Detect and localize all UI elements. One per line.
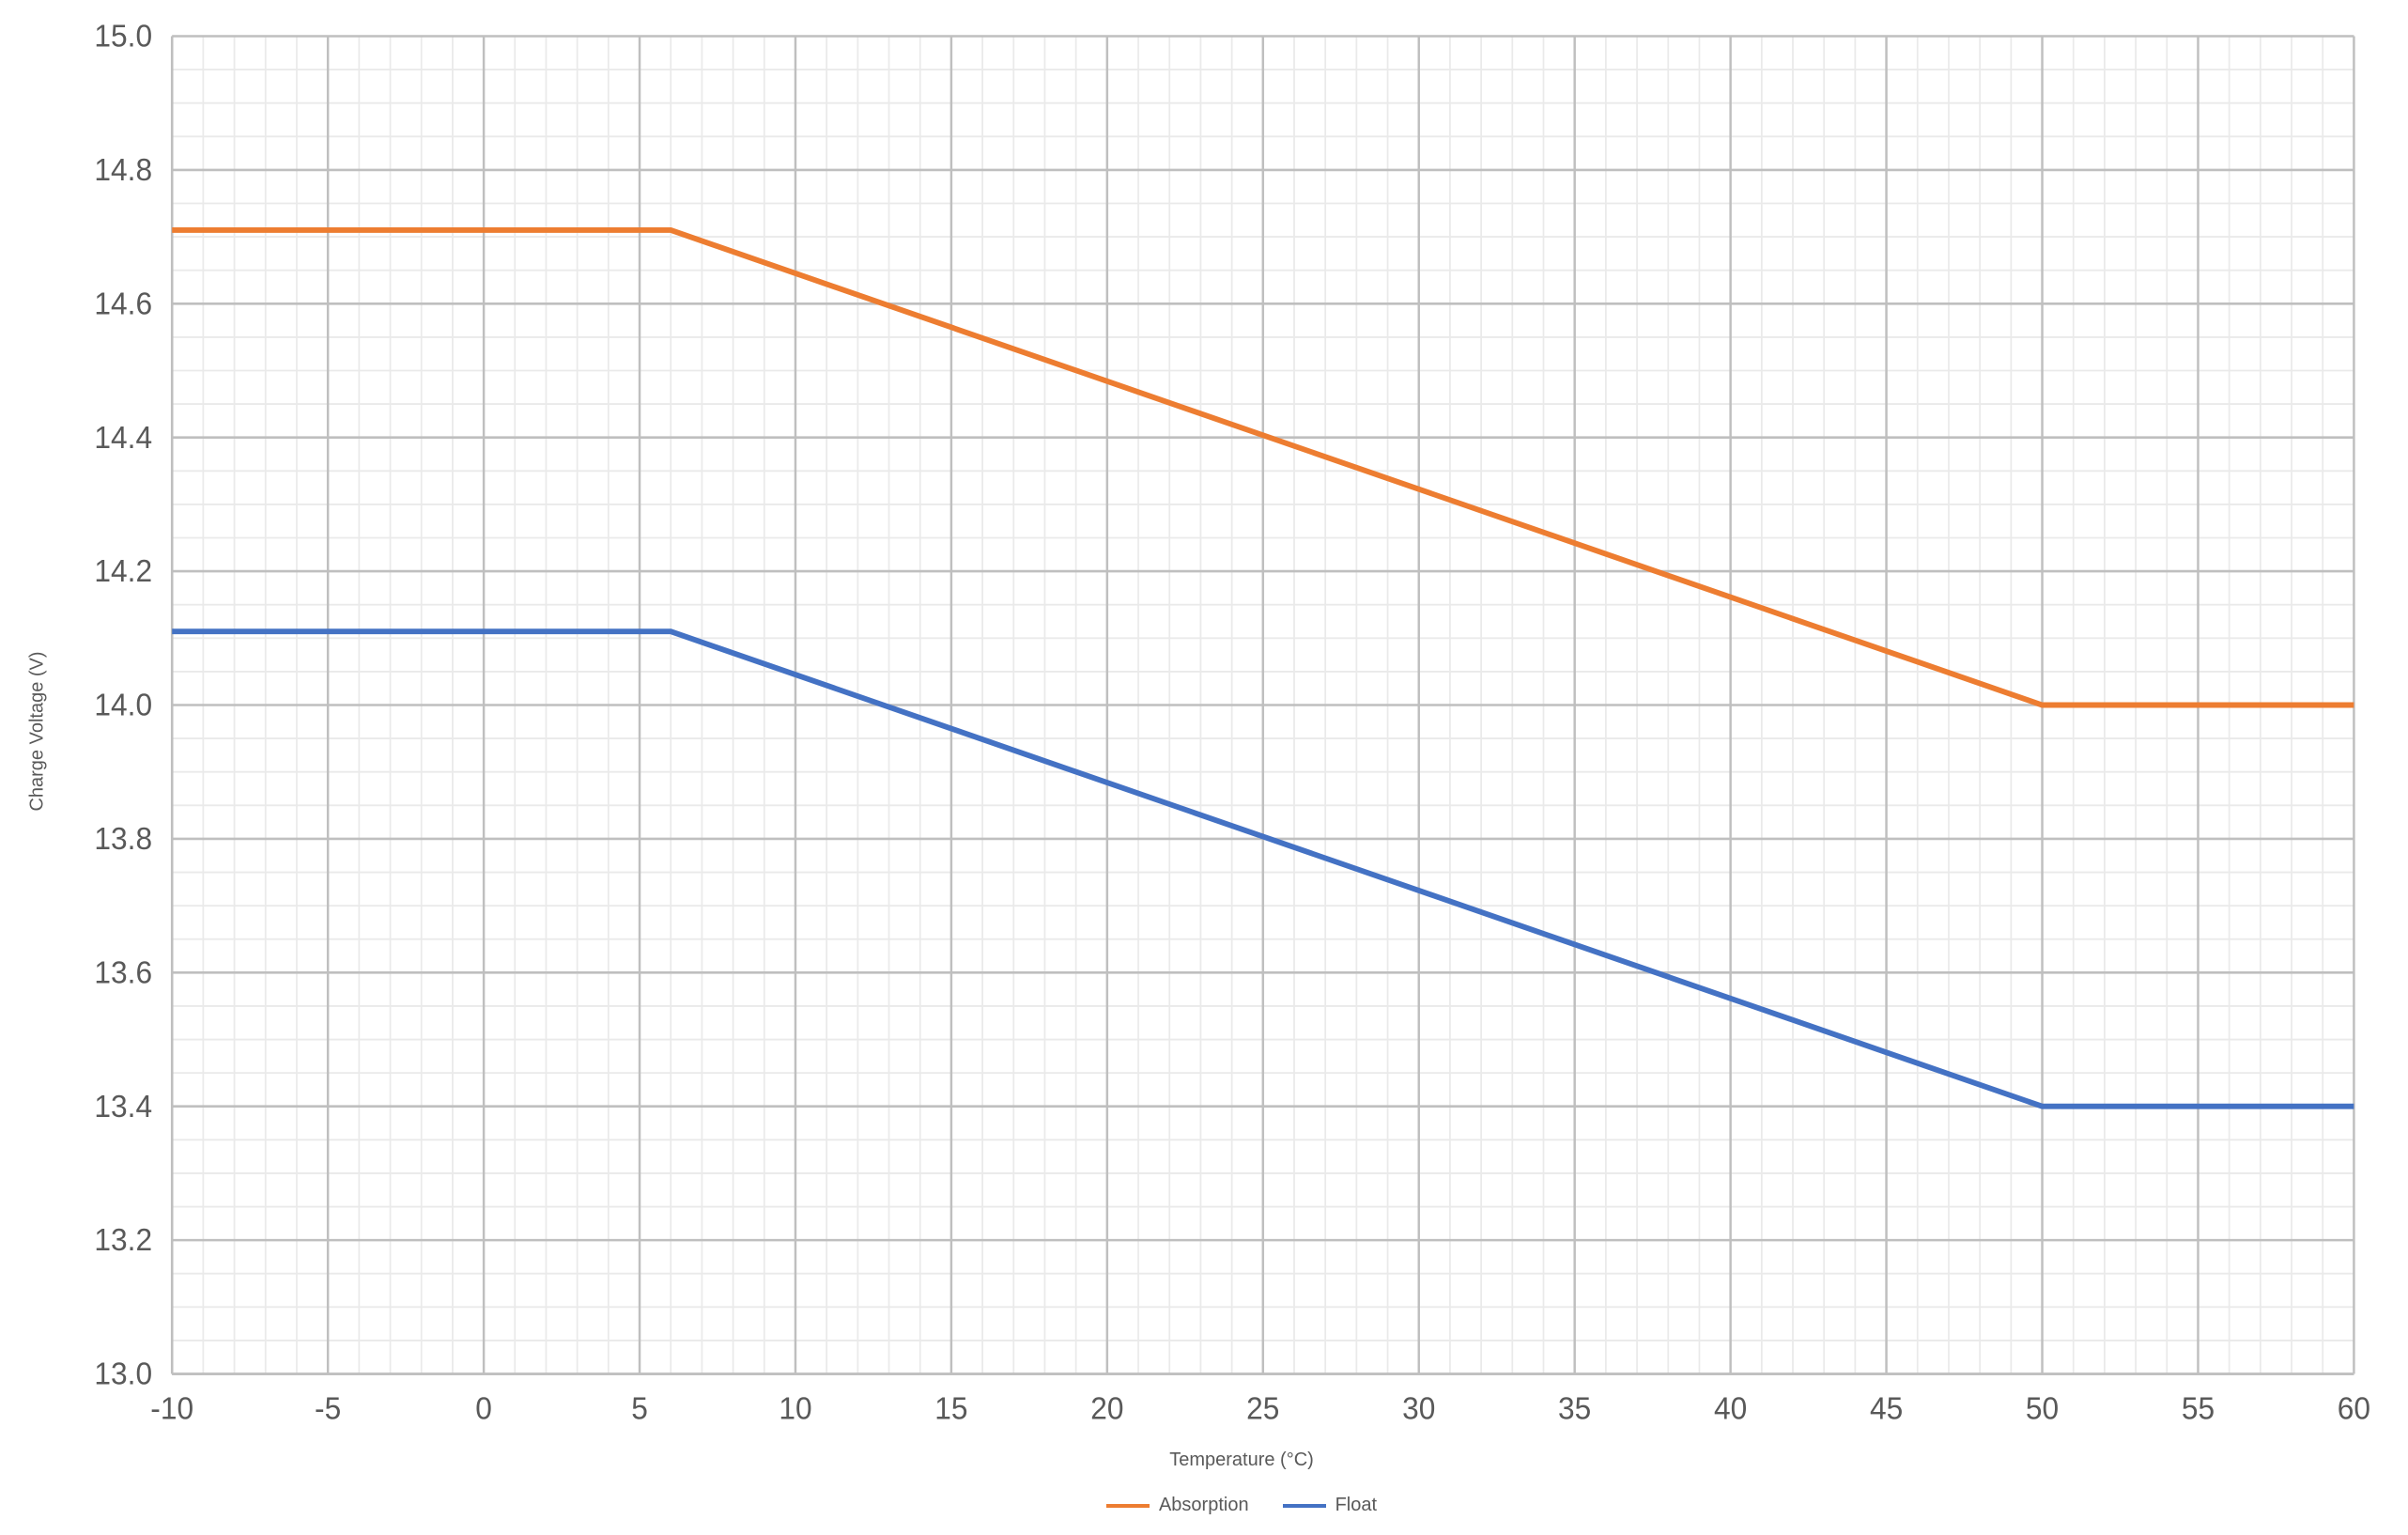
- y-tick-label: 13.4: [94, 1089, 152, 1124]
- x-axis-label: Temperature (°C): [113, 1444, 2370, 1488]
- x-tick-label: 30: [1402, 1391, 1435, 1426]
- legend-item: Float: [1283, 1495, 1377, 1516]
- y-tick-label: 14.4: [94, 420, 152, 455]
- plot-wrap: Charge Voltage (V) -10 -5 0 5 10 15 20 25 30 35 40…: [19, 19, 2370, 1444]
- x-tick-label: 50: [2026, 1391, 2059, 1426]
- chart-container: Charge Voltage (V) -10 -5 0 5 10 15 20 25 30 35 40…: [0, 0, 2408, 1535]
- x-tick-label: -10: [150, 1391, 193, 1426]
- x-tick-label: 35: [1558, 1391, 1591, 1426]
- ylabel-zone: Charge Voltage (V): [19, 19, 56, 1444]
- y-tick-label: 15.0: [94, 19, 152, 54]
- svg-area: -10 -5 0 5 10 15 20 25 30 35 40 45 50 55 60 13.0 13.2 13.…: [56, 19, 2370, 1444]
- x-tick-label: 5: [631, 1391, 648, 1426]
- x-tick-label: 15: [934, 1391, 967, 1426]
- x-tick-label: 55: [2182, 1391, 2215, 1426]
- chart-svg: -10 -5 0 5 10 15 20 25 30 35 40 45 50 55 60 13.0 13.2 13.…: [56, 19, 2370, 1444]
- legend-label: Float: [1335, 1495, 1377, 1516]
- y-tick-label: 14.0: [94, 688, 152, 722]
- y-tick-label: 13.8: [94, 821, 152, 856]
- x-tick-label: 20: [1090, 1391, 1123, 1426]
- x-tick-label: 25: [1246, 1391, 1279, 1426]
- x-tick-label: 45: [1870, 1391, 1903, 1426]
- x-tick-label: 10: [779, 1391, 811, 1426]
- y-tick-label: 14.6: [94, 287, 152, 321]
- y-tick-label: 13.2: [94, 1223, 152, 1258]
- y-tick-label: 14.8: [94, 152, 152, 187]
- legend-item: Absorption: [1106, 1495, 1249, 1516]
- y-tick-label: 14.2: [94, 553, 152, 588]
- y-tick-label: 13.0: [94, 1357, 152, 1391]
- x-tick-label: -5: [315, 1391, 341, 1426]
- legend-label: Absorption: [1159, 1495, 1249, 1516]
- y-axis-label: Charge Voltage (V): [27, 651, 49, 811]
- legend: Absorption Float: [113, 1488, 2370, 1517]
- x-tick-label: 0: [475, 1391, 492, 1426]
- x-tick-label: 60: [2338, 1391, 2370, 1426]
- legend-swatch: [1106, 1504, 1150, 1508]
- y-tick-label: 13.6: [94, 955, 152, 990]
- legend-swatch: [1283, 1504, 1326, 1508]
- x-tick-label: 40: [1714, 1391, 1747, 1426]
